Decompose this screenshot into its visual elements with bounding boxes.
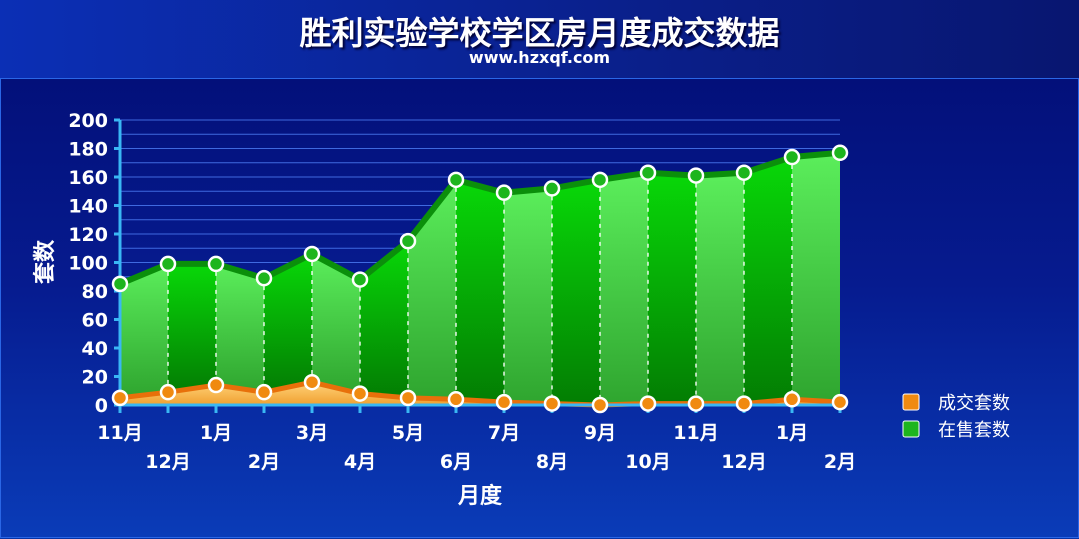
- y-tick-label: 80: [82, 281, 108, 303]
- x-tick-label: 9月: [584, 422, 616, 444]
- x-tick-label: 11月: [673, 422, 718, 444]
- stock-area-band: [216, 263, 264, 393]
- stock-area-band: [648, 172, 696, 404]
- stock-point: [207, 255, 225, 273]
- y-tick-label: 0: [95, 395, 108, 417]
- x-tick-label: 3月: [296, 422, 328, 444]
- y-tick-label: 40: [82, 338, 108, 360]
- x-tick-label: 11月: [97, 422, 142, 444]
- stock-area-band: [456, 179, 504, 403]
- legend-swatch: [902, 393, 920, 411]
- x-tick-label: 8月: [536, 451, 568, 473]
- y-tick-label: 160: [68, 167, 108, 189]
- stock-area-band: [600, 172, 648, 405]
- stock-area-band: [312, 253, 360, 394]
- stock-point: [159, 255, 177, 273]
- y-tick-label: 200: [68, 110, 108, 132]
- x-tick-label: 1月: [200, 422, 232, 444]
- x-tick-label: 7月: [488, 422, 520, 444]
- sales-point: [159, 383, 177, 401]
- sales-point: [783, 391, 801, 408]
- stock-point: [255, 269, 273, 287]
- y-tick-label: 60: [82, 310, 108, 332]
- sales-point: [399, 389, 417, 407]
- stock-area-band: [168, 263, 216, 393]
- tick-labels: 02040608010012014016018020011月12月1月2月3月4…: [68, 110, 856, 473]
- sales-point: [447, 391, 465, 408]
- stock-point: [783, 148, 801, 166]
- markers: [111, 144, 849, 414]
- sales-point: [639, 395, 657, 412]
- x-tick-label: 10月: [625, 451, 670, 473]
- y-tick-label: 140: [68, 196, 108, 218]
- sales-point: [687, 395, 705, 412]
- stock-area-band: [360, 241, 408, 398]
- chart-subtitle: www.hzxqf.com: [468, 48, 611, 67]
- sales-point: [543, 395, 561, 412]
- stock-area-band: [744, 157, 792, 404]
- sales-point: [495, 393, 513, 411]
- stock-point: [303, 245, 321, 263]
- stock-point: [351, 271, 369, 288]
- stock-area-band: [696, 172, 744, 404]
- x-tick-label: 12月: [721, 451, 766, 473]
- stock-point: [639, 164, 657, 181]
- y-axis-title: 套数: [32, 239, 58, 284]
- legend-label: 成交套数: [938, 393, 1010, 414]
- x-tick-label: 12月: [145, 451, 190, 473]
- x-tick-label: 2月: [824, 451, 856, 473]
- header-band: [0, 0, 1079, 78]
- x-tick-label: 2月: [248, 451, 280, 473]
- x-tick-label: 4月: [344, 451, 376, 473]
- y-tick-label: 120: [68, 224, 108, 246]
- x-tick-label: 1月: [776, 422, 808, 444]
- y-tick-label: 100: [68, 253, 108, 275]
- x-tick-label: 5月: [392, 422, 424, 444]
- sales-point: [735, 395, 753, 412]
- stock-area-band: [120, 263, 168, 398]
- legend-swatch: [902, 420, 920, 438]
- stock-point: [591, 171, 609, 189]
- y-tick-label: 20: [82, 367, 108, 389]
- stock-point: [399, 232, 417, 250]
- stock-point: [735, 164, 753, 181]
- sales-point: [351, 385, 369, 402]
- stock-point: [111, 275, 129, 293]
- stock-point: [831, 144, 849, 162]
- legend-label: 在售套数: [938, 420, 1010, 441]
- sales-point: [591, 396, 609, 414]
- stock-area-band: [264, 253, 312, 393]
- stock-area-band: [552, 179, 600, 405]
- x-axis-title: 月度: [457, 483, 503, 509]
- chart-title: 胜利实验学校学区房月度成交数据: [299, 14, 780, 52]
- sales-point: [207, 376, 225, 394]
- sales-point: [255, 383, 273, 401]
- stock-point: [543, 180, 561, 197]
- stock-point: [495, 184, 513, 201]
- x-tick-label: 6月: [440, 451, 472, 473]
- sales-area: [120, 382, 840, 405]
- y-tick-label: 180: [68, 139, 108, 161]
- stock-area-band: [792, 152, 840, 403]
- stock-line: [118, 149, 841, 287]
- sales-point: [831, 393, 849, 411]
- stock-point: [687, 167, 705, 184]
- sales-point: [303, 373, 321, 391]
- sales-point: [111, 389, 129, 407]
- stock-area-band: [504, 188, 552, 404]
- area-layer: [118, 149, 841, 408]
- stock-area-band: [408, 179, 456, 400]
- stock-point: [447, 171, 465, 189]
